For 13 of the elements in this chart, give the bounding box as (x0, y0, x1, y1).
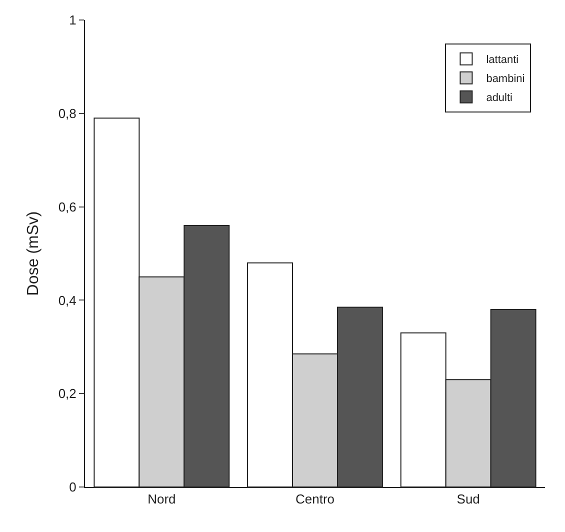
y-tick-label: 0,4 (58, 292, 76, 308)
y-tick-label: 0,6 (58, 199, 76, 214)
y-tick-label: 0,2 (58, 386, 76, 402)
y-tick-label: 0,8 (58, 106, 76, 121)
y-tick-label: 0 (69, 480, 76, 495)
y-axis-title: Dose (mSv) (25, 211, 42, 296)
legend-label: bambini (486, 73, 525, 86)
x-tick-label: Sud (456, 492, 480, 507)
y-tick-label: 1 (69, 12, 76, 28)
x-tick-label: Centro (295, 492, 335, 507)
legend-label: adulti (486, 92, 512, 104)
x-tick-label: Nord (148, 492, 176, 507)
legend-label: lattanti (486, 54, 519, 66)
